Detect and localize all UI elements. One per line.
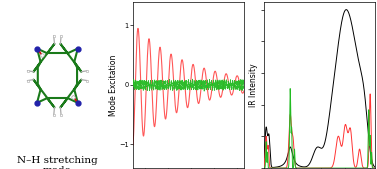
Text: N–H stretching
mode: N–H stretching mode <box>17 156 98 169</box>
Y-axis label: Mode Excitation: Mode Excitation <box>109 54 118 116</box>
Y-axis label: IR Intensity: IR Intensity <box>250 63 259 107</box>
